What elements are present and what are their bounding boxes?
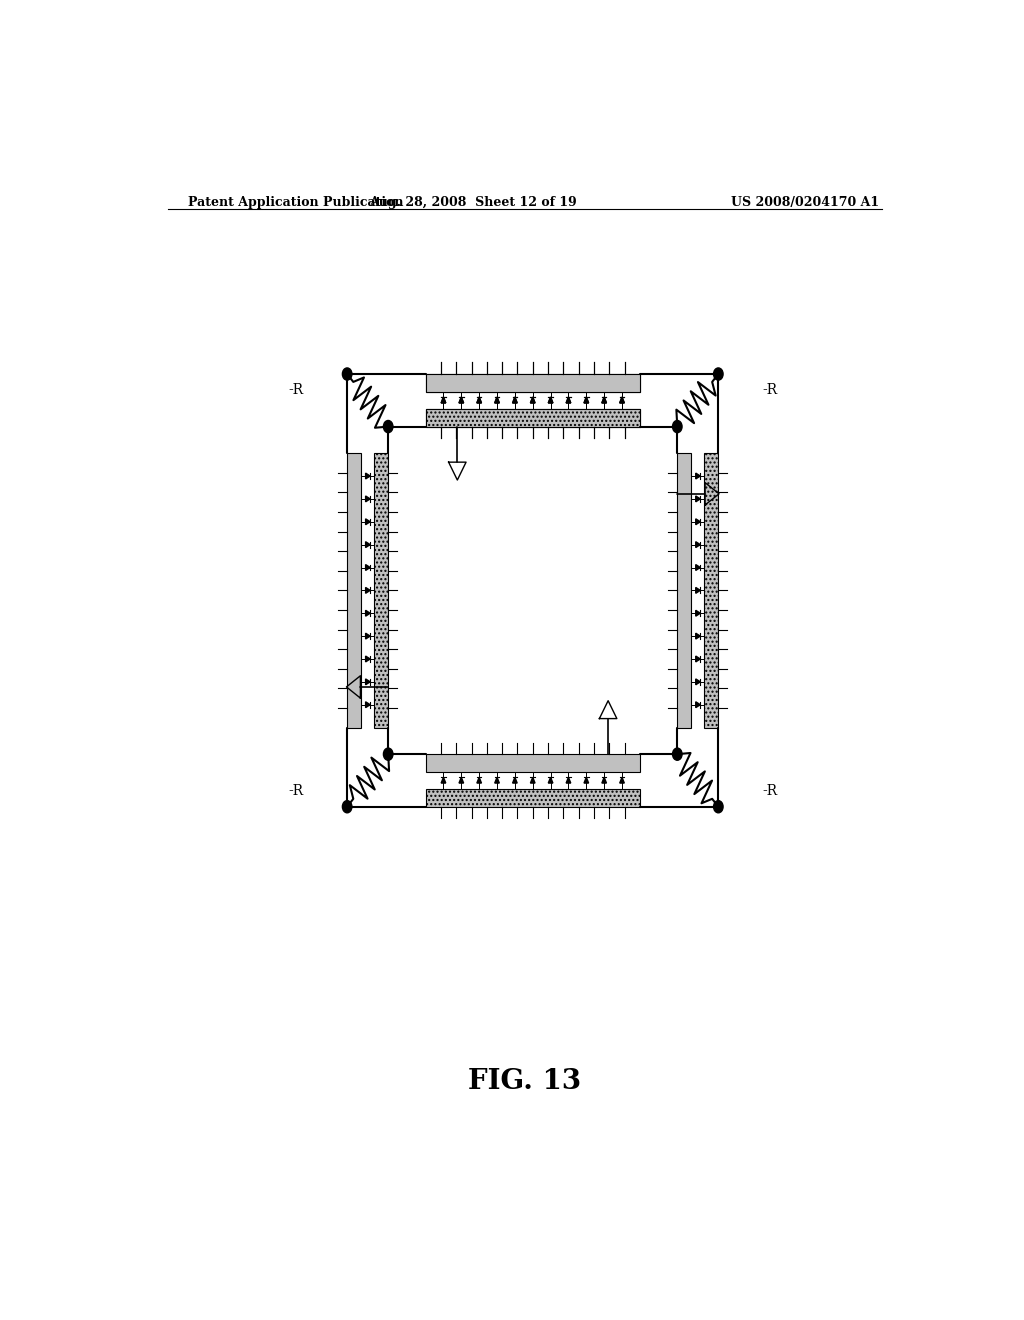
Bar bbox=[426, 789, 640, 807]
Polygon shape bbox=[695, 656, 700, 661]
Polygon shape bbox=[366, 587, 371, 593]
Text: Patent Application Publication: Patent Application Publication bbox=[187, 195, 403, 209]
Polygon shape bbox=[495, 777, 500, 783]
Polygon shape bbox=[695, 473, 700, 479]
Bar bbox=[426, 409, 640, 426]
Polygon shape bbox=[548, 397, 553, 403]
Polygon shape bbox=[459, 397, 464, 403]
Polygon shape bbox=[459, 397, 464, 403]
Polygon shape bbox=[548, 397, 553, 403]
Bar bbox=[677, 453, 691, 727]
Circle shape bbox=[714, 368, 723, 380]
Polygon shape bbox=[366, 702, 371, 708]
Text: -R: -R bbox=[762, 784, 777, 797]
Bar bbox=[374, 453, 388, 727]
Polygon shape bbox=[459, 777, 464, 783]
Polygon shape bbox=[366, 496, 371, 502]
Polygon shape bbox=[513, 397, 517, 403]
Polygon shape bbox=[695, 634, 700, 639]
Polygon shape bbox=[602, 397, 606, 403]
Circle shape bbox=[342, 801, 352, 813]
Bar bbox=[426, 374, 640, 392]
Polygon shape bbox=[602, 777, 606, 783]
Polygon shape bbox=[566, 397, 570, 403]
Polygon shape bbox=[695, 565, 700, 570]
Polygon shape bbox=[620, 397, 625, 403]
Polygon shape bbox=[477, 397, 481, 403]
Polygon shape bbox=[441, 397, 445, 403]
Polygon shape bbox=[695, 541, 700, 548]
Polygon shape bbox=[584, 777, 589, 783]
Circle shape bbox=[342, 368, 352, 380]
Polygon shape bbox=[366, 473, 371, 479]
Text: Aug. 28, 2008  Sheet 12 of 19: Aug. 28, 2008 Sheet 12 of 19 bbox=[370, 195, 578, 209]
Polygon shape bbox=[366, 541, 371, 548]
Polygon shape bbox=[584, 397, 589, 403]
Polygon shape bbox=[495, 397, 500, 403]
Bar bbox=[347, 453, 361, 727]
Polygon shape bbox=[366, 634, 371, 639]
Bar bbox=[426, 374, 640, 392]
Polygon shape bbox=[566, 397, 570, 403]
Polygon shape bbox=[695, 496, 700, 502]
Polygon shape bbox=[695, 702, 700, 708]
Circle shape bbox=[673, 421, 682, 433]
Circle shape bbox=[383, 421, 393, 433]
Polygon shape bbox=[441, 397, 445, 403]
Polygon shape bbox=[620, 397, 625, 403]
Polygon shape bbox=[695, 610, 700, 616]
Polygon shape bbox=[695, 587, 700, 593]
Polygon shape bbox=[620, 777, 625, 783]
Circle shape bbox=[383, 748, 393, 760]
Polygon shape bbox=[530, 777, 535, 783]
Text: -R: -R bbox=[289, 383, 303, 397]
Polygon shape bbox=[366, 656, 371, 661]
Polygon shape bbox=[695, 678, 700, 685]
Text: US 2008/0204170 A1: US 2008/0204170 A1 bbox=[731, 195, 880, 209]
Bar bbox=[426, 754, 640, 772]
Polygon shape bbox=[530, 397, 535, 403]
Text: FIG. 13: FIG. 13 bbox=[468, 1068, 582, 1094]
Polygon shape bbox=[441, 777, 445, 783]
Text: -R: -R bbox=[289, 784, 303, 797]
Polygon shape bbox=[477, 777, 481, 783]
Bar bbox=[705, 453, 718, 727]
Polygon shape bbox=[366, 610, 371, 616]
Polygon shape bbox=[477, 397, 481, 403]
Polygon shape bbox=[513, 397, 517, 403]
Polygon shape bbox=[530, 397, 535, 403]
Polygon shape bbox=[495, 397, 500, 403]
Circle shape bbox=[673, 748, 682, 760]
Polygon shape bbox=[548, 777, 553, 783]
Polygon shape bbox=[602, 397, 606, 403]
Circle shape bbox=[714, 801, 723, 813]
Polygon shape bbox=[366, 565, 371, 570]
Polygon shape bbox=[584, 397, 589, 403]
Bar bbox=[426, 409, 640, 426]
Polygon shape bbox=[566, 777, 570, 783]
Polygon shape bbox=[366, 519, 371, 524]
Polygon shape bbox=[513, 777, 517, 783]
Polygon shape bbox=[366, 678, 371, 685]
Text: -R: -R bbox=[762, 383, 777, 397]
Polygon shape bbox=[695, 519, 700, 524]
